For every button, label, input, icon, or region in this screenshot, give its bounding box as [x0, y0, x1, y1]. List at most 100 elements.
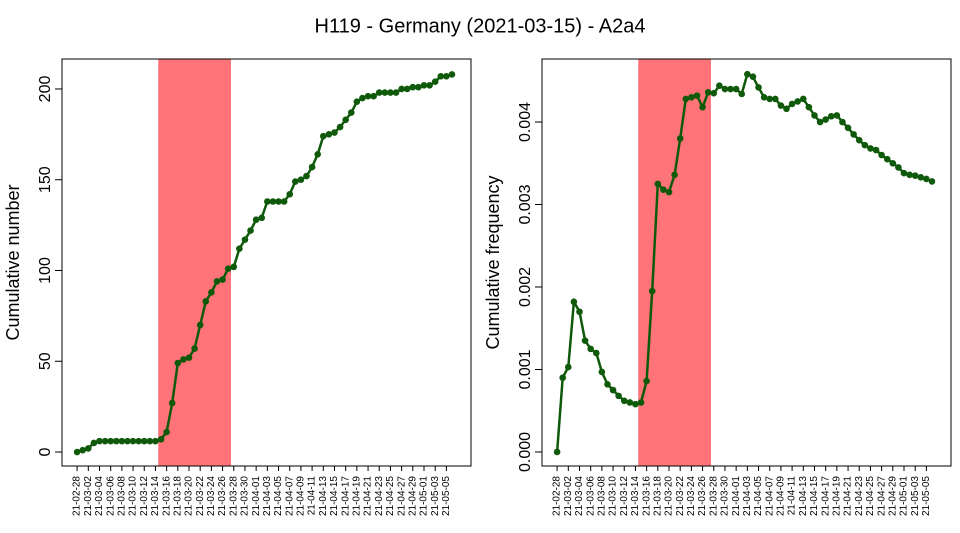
- data-point: [415, 83, 422, 91]
- x-tick-label: 21-04-23: [374, 476, 385, 516]
- x-tick-label: 21-05-03: [910, 476, 921, 516]
- y-tick-label: 0.004: [517, 102, 534, 142]
- data-point: [839, 118, 846, 126]
- x-tick-label: 21-04-19: [352, 476, 363, 516]
- data-point: [872, 146, 880, 154]
- x-tick-label: 21-04-03: [742, 476, 753, 516]
- x-tick-label: 21-03-28: [228, 476, 239, 516]
- data-point: [620, 397, 628, 405]
- x-tick-label: 21-05-05: [921, 476, 932, 516]
- data-point: [598, 368, 606, 376]
- data-point: [236, 245, 243, 253]
- y-tick-label: 50: [37, 352, 54, 370]
- x-tick-label: 21-03-14: [630, 476, 641, 516]
- data-point: [738, 90, 746, 98]
- x-tick-label: 21-04-27: [396, 476, 407, 516]
- plot-frame: [61, 58, 472, 467]
- data-point: [448, 71, 456, 78]
- data-point: [693, 92, 701, 99]
- x-tick-label: 21-02-28: [72, 476, 83, 516]
- x-tick-label: 21-05-05: [441, 476, 452, 516]
- x-tick-label: 21-02-28: [552, 476, 563, 516]
- data-point: [84, 445, 92, 452]
- data-point: [325, 131, 333, 138]
- data-point: [648, 287, 656, 295]
- x-tick-label: 21-04-03: [262, 476, 273, 516]
- data-point: [431, 78, 439, 85]
- y-tick-label: 0: [37, 447, 54, 456]
- data-point: [370, 92, 377, 100]
- x-tick-label: 21-04-01: [731, 476, 742, 516]
- data-point: [308, 163, 316, 171]
- data-point: [777, 102, 785, 109]
- data-point: [900, 169, 908, 177]
- x-tick-label: 21-03-06: [105, 476, 116, 516]
- x-tick-label: 21-03-06: [585, 476, 596, 516]
- data-point: [923, 175, 930, 183]
- figure-title: H119 - Germany (2021-03-15) - A2a4: [315, 15, 646, 37]
- data-point: [671, 171, 678, 179]
- data-point: [443, 72, 450, 80]
- data-point: [185, 354, 193, 361]
- x-tick-label: 21-03-04: [94, 476, 105, 516]
- data-point: [118, 437, 126, 445]
- data-point: [850, 131, 857, 138]
- x-tick-label: 21-03-26: [217, 476, 228, 516]
- data-point: [553, 448, 561, 456]
- x-tick-label: 21-04-19: [832, 476, 843, 516]
- data-point: [732, 85, 740, 93]
- data-point: [79, 446, 87, 454]
- data-point: [224, 265, 232, 272]
- x-tick-label: 21-04-23: [854, 476, 865, 516]
- data-point: [163, 428, 170, 436]
- data-point: [867, 145, 874, 152]
- data-point: [760, 93, 768, 101]
- data-point: [392, 89, 400, 96]
- data-point: [626, 399, 634, 406]
- data-point: [437, 72, 445, 80]
- data-point: [755, 84, 762, 91]
- data-point: [146, 437, 154, 445]
- x-tick-label: 21-04-25: [385, 476, 396, 516]
- data-point: [297, 176, 305, 184]
- x-tick-label: 21-03-22: [195, 476, 206, 516]
- data-point: [587, 345, 594, 353]
- data-point: [688, 93, 695, 101]
- data-point: [721, 85, 729, 93]
- x-tick-label: 21-04-11: [307, 476, 318, 516]
- x-tick-label: 21-04-05: [273, 476, 284, 516]
- data-point: [783, 105, 790, 113]
- data-point: [615, 392, 622, 400]
- x-tick-label: 21-03-08: [597, 476, 608, 516]
- x-tick-label: 21-04-21: [363, 476, 374, 516]
- data-point: [564, 363, 572, 371]
- data-point: [219, 276, 226, 283]
- data-point: [213, 278, 221, 285]
- data-point: [637, 399, 645, 406]
- y-axis-label: Cumulative number: [3, 184, 23, 340]
- data-point: [135, 437, 142, 445]
- data-point: [420, 82, 428, 89]
- x-tick-label: 21-03-02: [563, 476, 574, 516]
- data-point: [576, 308, 583, 316]
- data-point: [319, 132, 327, 140]
- x-tick-label: 21-04-07: [284, 476, 295, 516]
- x-tick-label: 21-03-12: [139, 476, 150, 516]
- x-tick-label: 21-03-02: [83, 476, 94, 516]
- data-point: [336, 123, 344, 131]
- x-tick-label: 21-03-04: [574, 476, 585, 516]
- y-tick-label: 0.001: [517, 349, 534, 389]
- data-point: [744, 70, 751, 78]
- highlight-band: [158, 59, 231, 466]
- data-point: [704, 89, 712, 96]
- data-point: [699, 103, 706, 111]
- x-tick-label: 21-03-24: [686, 476, 697, 516]
- data-point: [280, 198, 288, 205]
- data-point: [816, 118, 824, 126]
- data-point: [342, 116, 349, 124]
- x-tick-label: 21-03-12: [619, 476, 630, 516]
- x-tick-label: 21-04-07: [764, 476, 775, 516]
- data-point: [772, 95, 779, 103]
- data-point: [230, 263, 238, 271]
- data-point: [90, 439, 98, 447]
